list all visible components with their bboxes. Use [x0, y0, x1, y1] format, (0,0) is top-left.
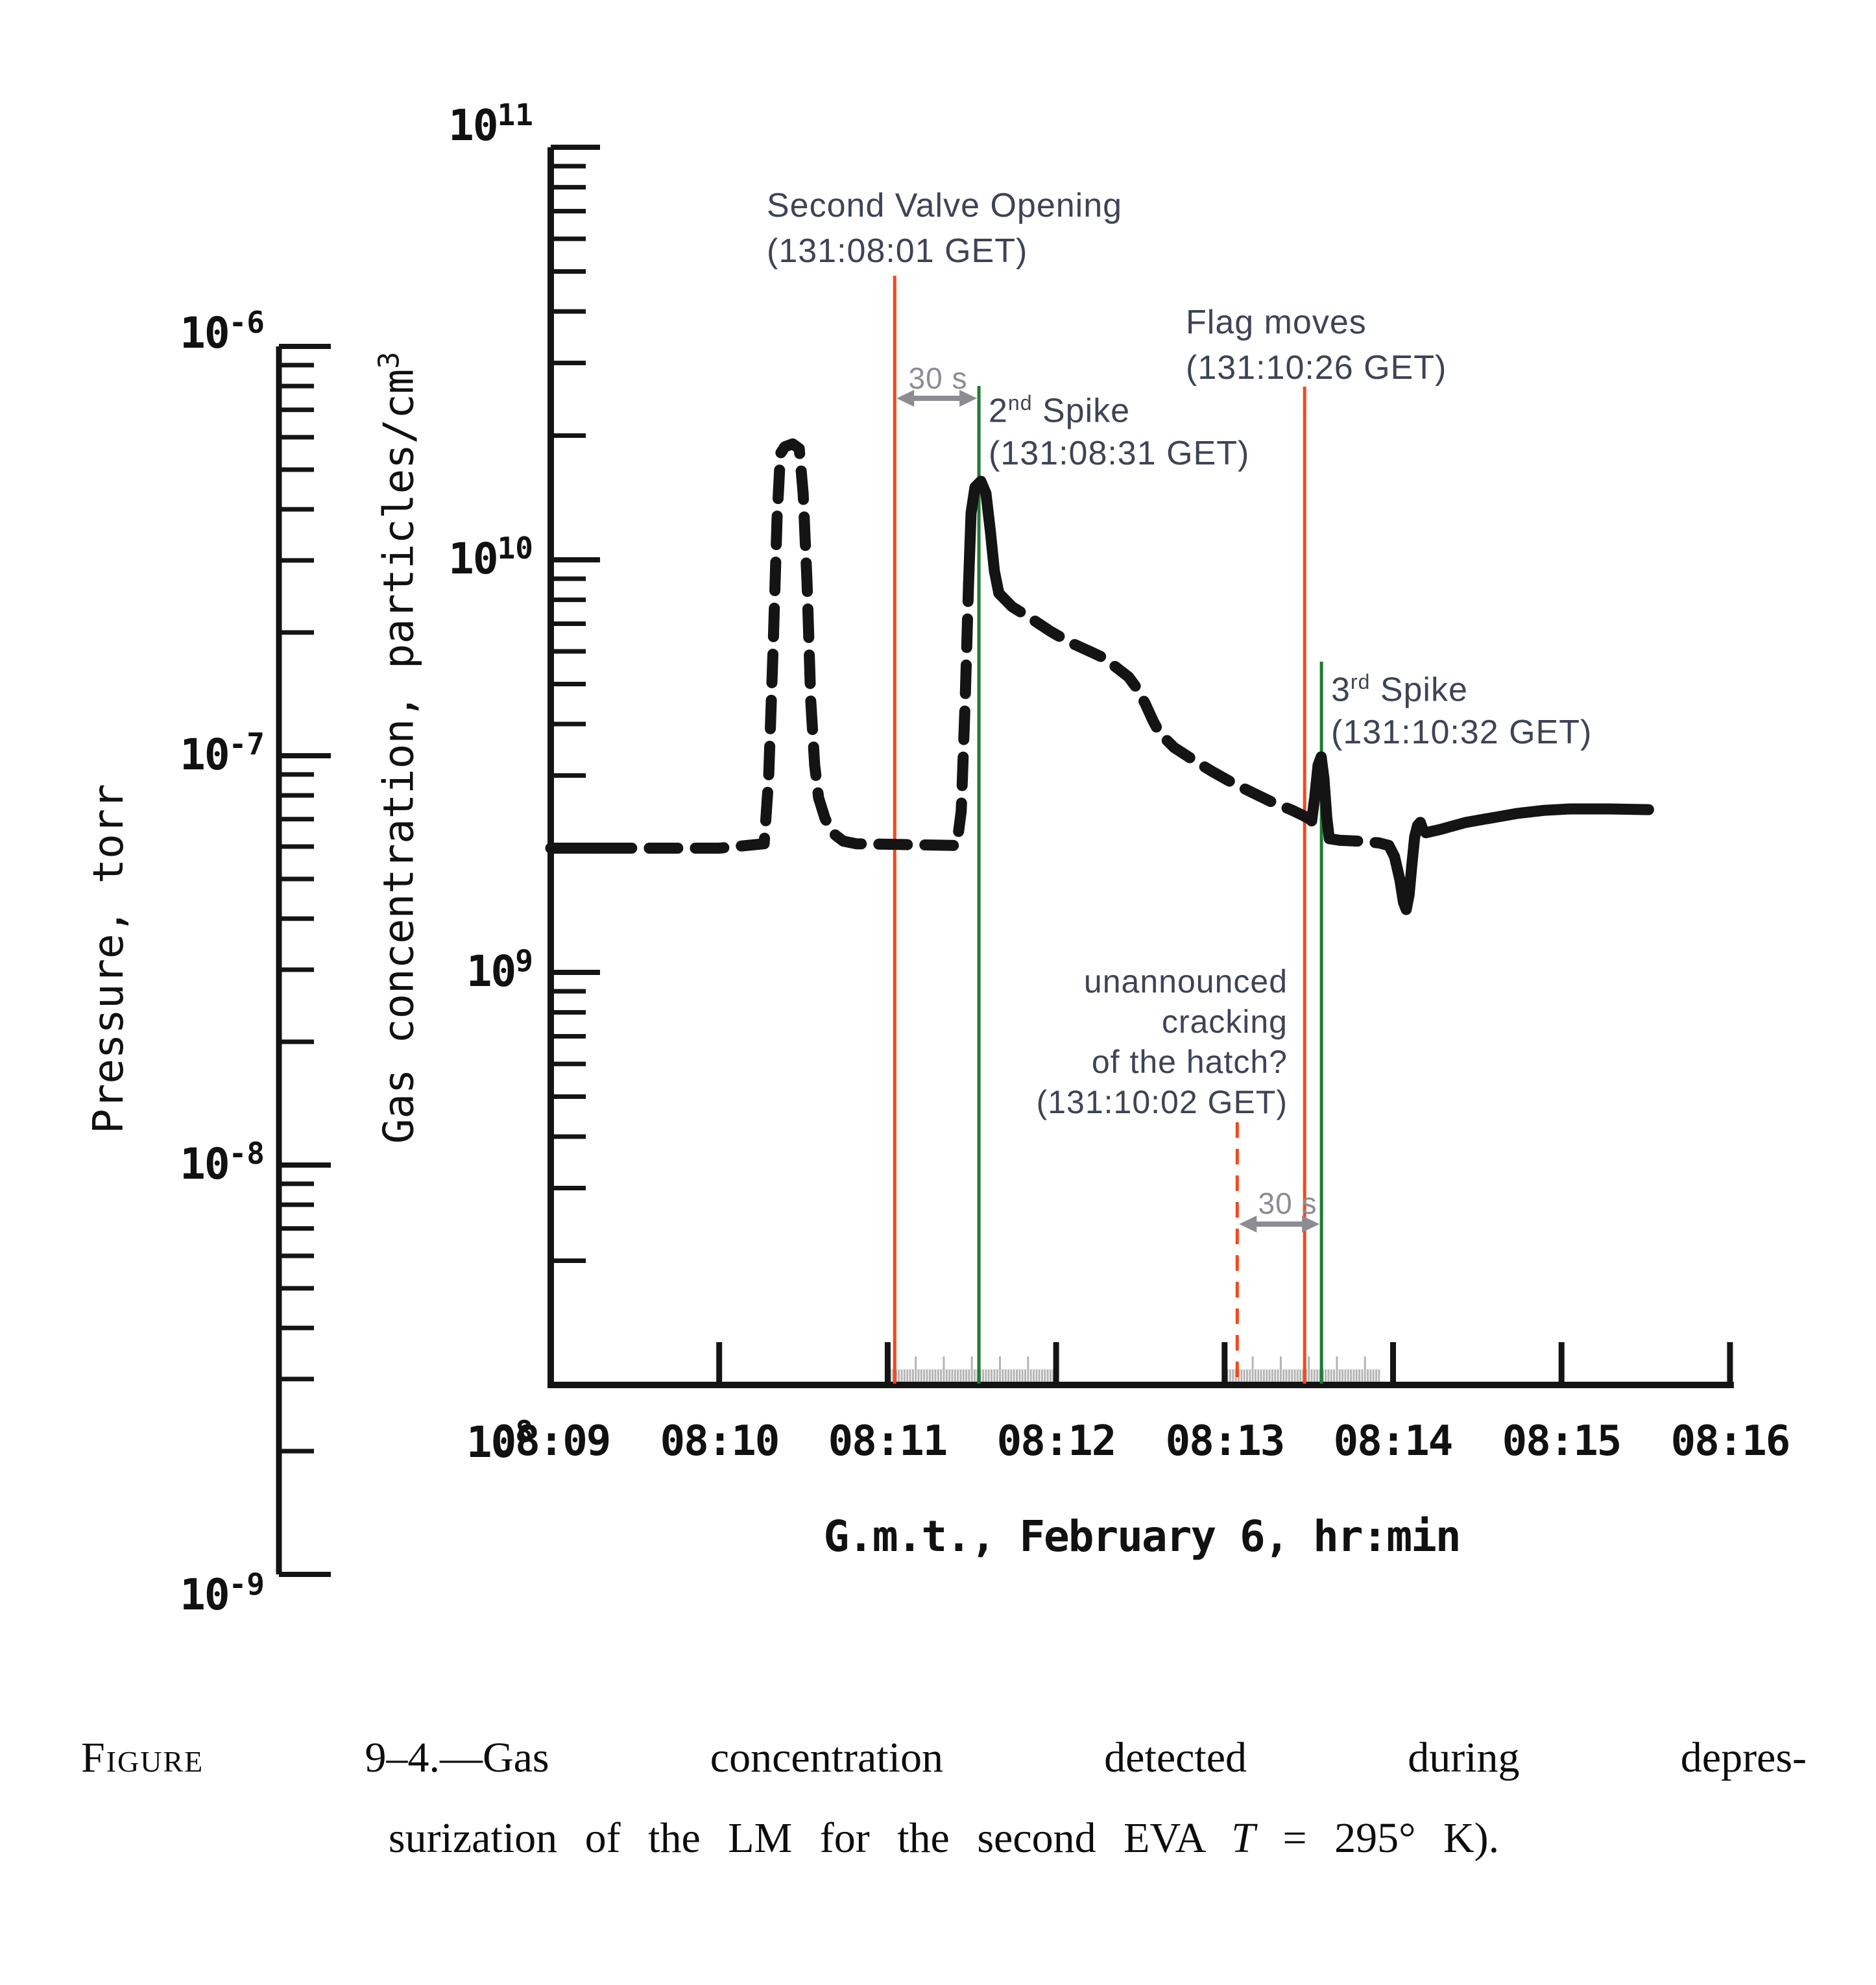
x-tick-0810: 08:10: [660, 1417, 780, 1465]
annotation-second-spike: 2nd Spike (131:08:31 GET): [989, 391, 1250, 473]
x-tick-0811: 08:11: [828, 1417, 948, 1465]
interval-arrow-head-left: [1239, 1216, 1257, 1233]
annotation-second-valve-opening: Second Valve Opening (131:08:01 GET): [767, 187, 1123, 270]
x-tick-0813: 08:13: [1165, 1417, 1286, 1465]
curve-segment-solid-4: [1306, 751, 1335, 845]
gas-tick-1e9: 109: [466, 943, 533, 996]
annotation-third-spike: 3rd Spike (131:10:32 GET): [1331, 670, 1593, 752]
caption-line-1: Figure 9–4.—Gas concentration detected d…: [81, 1734, 1807, 1781]
x-tick-0814: 08:14: [1333, 1417, 1454, 1465]
pressure-tick-1e-9: 10-9: [180, 1567, 265, 1620]
pressure-axis-title: Pressure, torr: [85, 784, 133, 1134]
gas-tick-1e10: 1010: [448, 531, 533, 584]
annotation-hatch-cracking: unannounced cracking of the hatch? (131:…: [1036, 963, 1288, 1120]
x-tick-0815: 08:15: [1502, 1417, 1622, 1465]
interval-arrow-head-right: [959, 390, 978, 407]
x-tick-0812: 08:12: [996, 1417, 1117, 1465]
gas-axis-title: Gas concentration, particles/cm3: [372, 352, 424, 1144]
pressure-tick-1e-7: 10-7: [180, 727, 265, 780]
interval-arrow-head-right: [1302, 1216, 1320, 1233]
curve-segment-dashed-5: [1323, 833, 1395, 851]
annotation-flag-moves: Flag moves (131:10:26 GET): [1186, 304, 1447, 387]
curve-segment-solid-6: [1383, 803, 1654, 915]
x-tick-0809: 08:09: [491, 1417, 612, 1465]
curve-segment-solid-2: [963, 475, 1005, 599]
x-tick-0816: 08:16: [1670, 1417, 1791, 1465]
interval-label-30s-1: 30 s: [908, 361, 968, 395]
x-axis-title: G.m.t., February 6, hr:min: [823, 1511, 1461, 1561]
gas-tick-1e11: 1011: [448, 97, 533, 150]
pressure-tick-1e-8: 10-8: [180, 1136, 265, 1189]
caption-line-2: surization of the LM for the second EVA …: [388, 1814, 1500, 1862]
figure-caption: Figure 9–4.—Gas concentration detected d…: [81, 1733, 1807, 1863]
gas-tick-1e8: 108: [466, 1414, 533, 1467]
interval-label-30s-2: 30 s: [1258, 1186, 1317, 1220]
curve-segment-dashed-1: [597, 438, 974, 854]
interval-arrow-head-left: [896, 390, 915, 407]
pressure-tick-1e-6: 10-6: [180, 305, 265, 358]
curve-segment-dashed-3: [993, 588, 1317, 826]
